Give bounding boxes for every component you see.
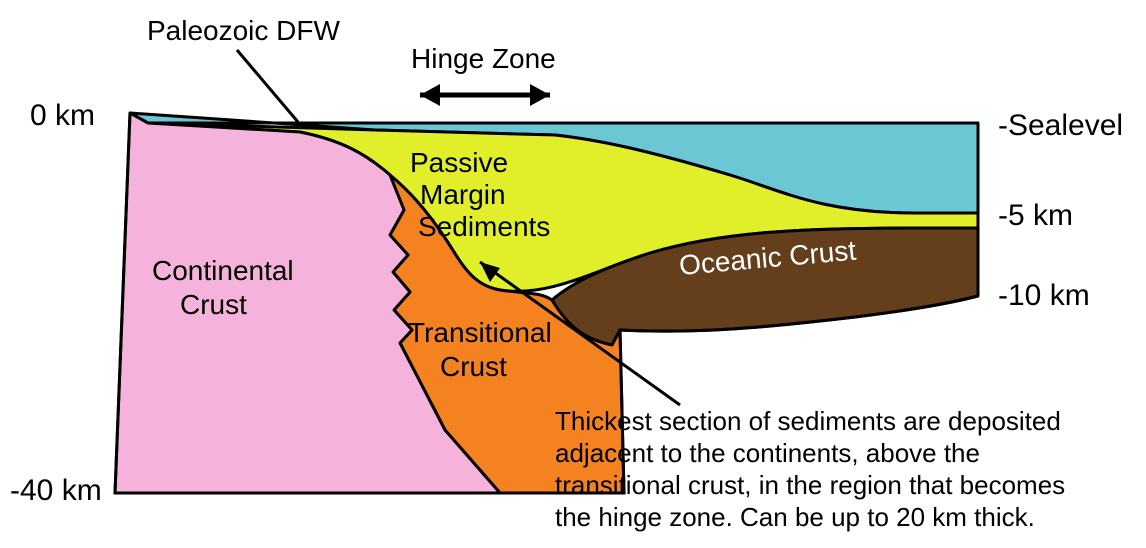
caption-l4: the hinge zone. Can be up to 20 km thick… bbox=[555, 502, 1035, 532]
label-passive-3: Sediments bbox=[418, 211, 550, 242]
outline-top bbox=[130, 113, 978, 123]
pointer-paleozoic bbox=[237, 50, 298, 122]
tick-right-2: -10 km bbox=[998, 279, 1090, 312]
diagram-canvas: Paleozoic DFW Hinge Zone Passive Margin … bbox=[0, 0, 1146, 548]
label-continental-1: Continental bbox=[152, 255, 294, 286]
label-continental-2: Crust bbox=[180, 289, 247, 320]
caption-l2: adjacent to the continents, above the bbox=[555, 438, 980, 468]
caption-l1: Thickest section of sediments are deposi… bbox=[555, 406, 1061, 436]
label-paleozoic: Paleozoic DFW bbox=[147, 15, 341, 46]
label-hinge: Hinge Zone bbox=[411, 43, 556, 74]
label-passive-2: Margin bbox=[420, 179, 506, 210]
label-passive-1: Passive bbox=[410, 147, 508, 178]
tick-left-1: -40 km bbox=[10, 474, 102, 507]
tick-right-0: -Sealevel bbox=[998, 109, 1123, 142]
label-transitional-1: Transitional bbox=[408, 317, 552, 348]
hinge-arrow bbox=[420, 84, 550, 106]
tick-left-0: 0 km bbox=[30, 99, 95, 132]
label-transitional-2: Crust bbox=[440, 351, 507, 382]
tick-right-1: -5 km bbox=[998, 199, 1073, 232]
caption-l3: transitional crust, in the region that b… bbox=[555, 470, 1065, 500]
